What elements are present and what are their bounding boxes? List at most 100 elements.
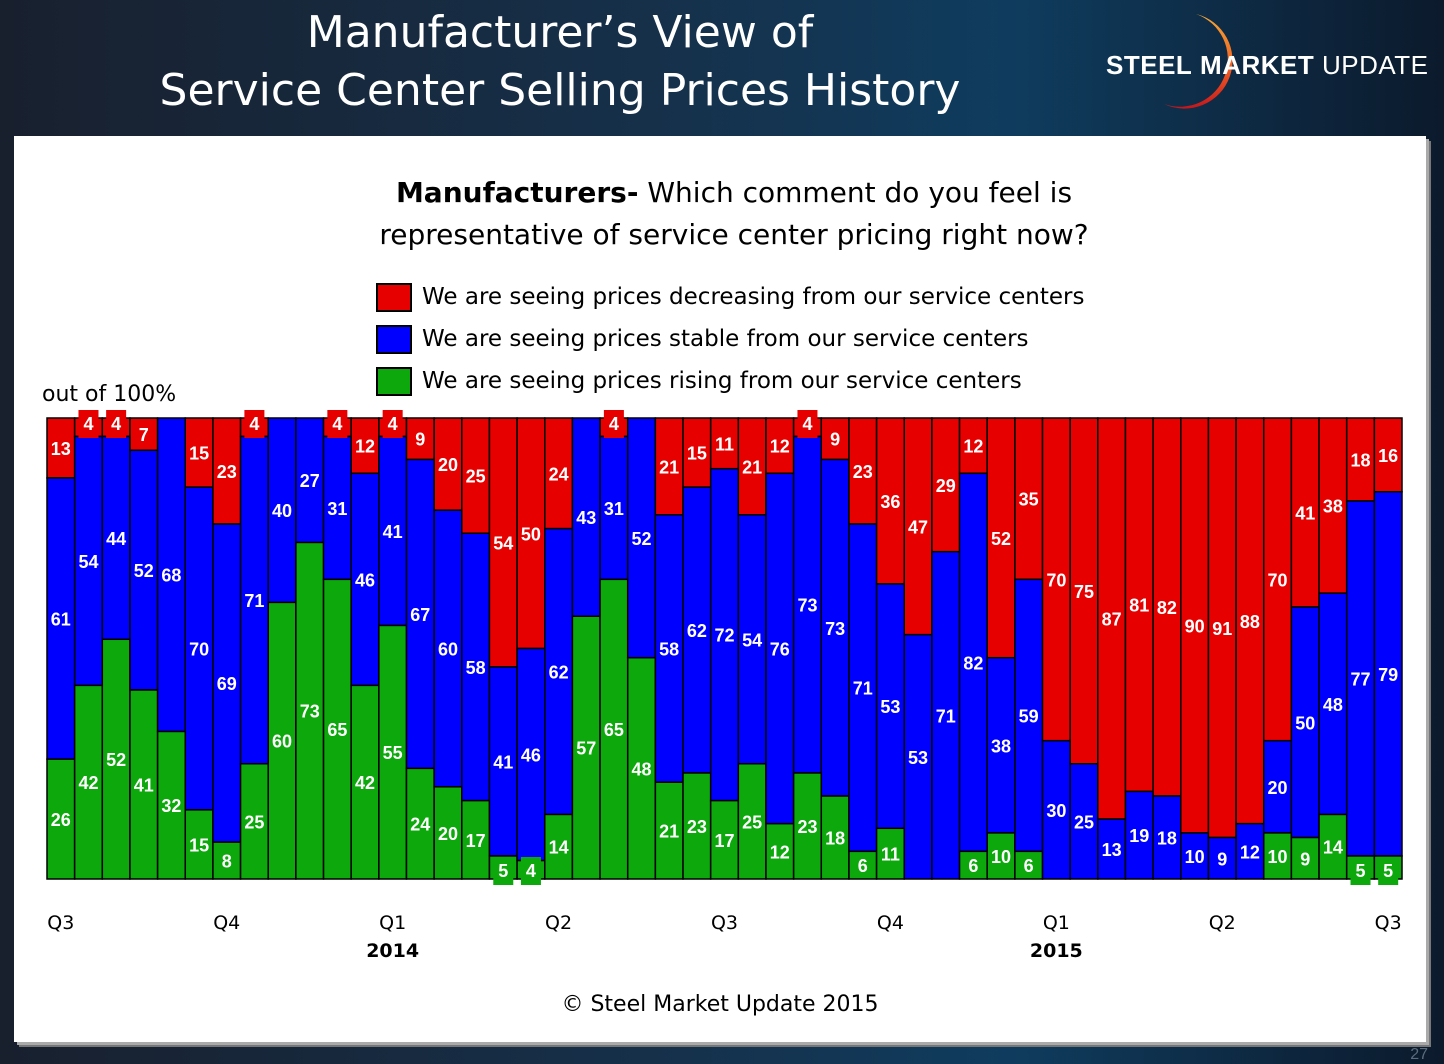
data-label-decreasing: 13 — [51, 439, 71, 459]
bar-segment-stable — [461, 532, 491, 802]
bar-segment-stable — [1318, 592, 1348, 816]
small-value-label-box — [797, 410, 818, 438]
bar-segment-rising — [184, 809, 214, 880]
data-label-rising: 20 — [438, 824, 458, 844]
small-value-label-box — [382, 410, 403, 438]
legend-swatch-green — [376, 366, 412, 396]
logo-update: UPDATE — [1321, 50, 1429, 80]
data-label-stable: 58 — [659, 640, 679, 660]
data-label-decreasing: 91 — [1212, 619, 1232, 639]
data-label-rising: 24 — [410, 815, 430, 835]
data-label-stable: 19 — [1129, 826, 1149, 846]
data-label-stable: 43 — [576, 508, 596, 528]
bar-segment-stable — [1041, 739, 1071, 880]
bar-segment-rising — [626, 656, 657, 880]
slide-title-line1: Manufacturer’s View of — [306, 7, 814, 58]
bar-segment-stable — [101, 435, 131, 641]
data-label-decreasing: 82 — [1157, 598, 1177, 618]
bar-segment-stable — [792, 435, 823, 774]
bar-segment-decreasing — [516, 417, 546, 650]
bar-segment-rising — [239, 763, 269, 880]
data-label-rising: 57 — [576, 739, 596, 759]
data-label-rising: 21 — [659, 822, 679, 842]
x-tick-label: Q2 — [545, 912, 572, 934]
logo-steel: STEEL — [1106, 50, 1193, 80]
bar-segment-stable — [544, 527, 574, 816]
bar-segment-decreasing — [958, 417, 988, 475]
data-label-rising: 52 — [106, 750, 126, 770]
data-label-stable: 10 — [1185, 847, 1205, 867]
data-label-stable: 59 — [1019, 706, 1039, 726]
data-label-stable: 69 — [217, 674, 237, 694]
bar-segment-stable — [848, 523, 878, 853]
data-label-stable: 46 — [355, 570, 375, 590]
bar-segment-rising — [654, 781, 684, 880]
legend-swatch-blue — [376, 324, 412, 354]
data-label-rising: 48 — [632, 759, 652, 779]
stacked-bar-chart: 1361264544244452752416832157015236984712… — [46, 410, 1403, 962]
steel-market-update-logo: STEEL MARKET UPDATE — [1100, 14, 1440, 114]
bar-segment-rising — [433, 786, 463, 880]
data-label-decreasing: 70 — [1046, 570, 1066, 590]
data-label-decreasing: 23 — [217, 462, 237, 482]
data-label-stable: 53 — [880, 697, 900, 717]
data-label-rising: 17 — [466, 831, 486, 851]
x-tick-label: Q3 — [711, 912, 738, 934]
page-number: 27 — [1410, 1046, 1428, 1063]
data-label-rising: 5 — [1356, 861, 1366, 881]
data-label-rising: 65 — [604, 720, 624, 740]
bar-segment-rising — [461, 799, 491, 880]
data-label-decreasing: 7 — [139, 425, 149, 445]
data-label-decreasing: 50 — [521, 524, 541, 544]
data-label-rising: 15 — [189, 835, 209, 855]
data-label-stable: 46 — [521, 746, 541, 766]
data-label-stable: 58 — [466, 658, 486, 678]
legend-label: We are seeing prices rising from our ser… — [422, 368, 1022, 394]
data-label-stable: 54 — [742, 630, 762, 650]
small-value-label-box — [1378, 857, 1399, 885]
data-label-decreasing: 36 — [880, 492, 900, 512]
bar-segment-rising — [765, 822, 795, 880]
bar-segment-decreasing — [1180, 417, 1210, 834]
data-label-rising: 60 — [272, 732, 292, 752]
data-label-stable: 13 — [1102, 840, 1122, 860]
data-label-stable: 50 — [1295, 713, 1315, 733]
data-label-decreasing: 4 — [802, 414, 812, 434]
data-label-decreasing: 9 — [415, 430, 425, 450]
data-label-decreasing: 15 — [189, 444, 209, 464]
data-label-decreasing: 41 — [1295, 504, 1315, 524]
data-label-decreasing: 47 — [908, 517, 928, 537]
small-value-label-box — [603, 410, 624, 438]
bar-segment-decreasing — [903, 417, 933, 636]
bar-segment-decreasing — [1097, 417, 1127, 820]
bar-segment-stable — [322, 435, 352, 581]
data-label-stable: 61 — [51, 610, 71, 630]
data-label-decreasing: 12 — [355, 437, 375, 457]
bar-segment-rising — [101, 638, 131, 880]
data-label-rising: 6 — [858, 856, 868, 876]
data-label-stable: 52 — [632, 529, 652, 549]
data-label-stable: 40 — [272, 501, 292, 521]
data-label-stable: 60 — [438, 640, 458, 660]
bar-segment-stable — [129, 449, 159, 691]
bar-segment-stable — [46, 477, 76, 760]
slide-title: Manufacturer’s View of Service Center Se… — [100, 4, 1020, 120]
data-label-rising: 8 — [222, 852, 232, 872]
bar-segment-rising — [1014, 850, 1044, 880]
data-label-stable: 54 — [78, 552, 98, 572]
bar-segment-stable — [405, 458, 435, 770]
x-tick-label: Q1 — [1043, 912, 1070, 934]
data-label-decreasing: 23 — [853, 462, 873, 482]
bar-segment-stable — [1235, 822, 1265, 880]
bar-segment-decreasing — [433, 417, 463, 511]
small-value-label-box — [520, 857, 541, 885]
data-label-decreasing: 15 — [687, 444, 707, 464]
data-label-stable: 70 — [189, 640, 209, 660]
chart-panel: Manufacturers- Which comment do you feel… — [14, 136, 1426, 1042]
legend-swatch-red — [376, 282, 412, 312]
bar-segment-rising — [875, 827, 905, 880]
bar-segment-stable — [1262, 739, 1293, 834]
copyright: © Steel Market Update 2015 — [561, 992, 879, 1017]
data-label-decreasing: 29 — [936, 476, 956, 496]
bar-segment-rising — [156, 730, 187, 880]
